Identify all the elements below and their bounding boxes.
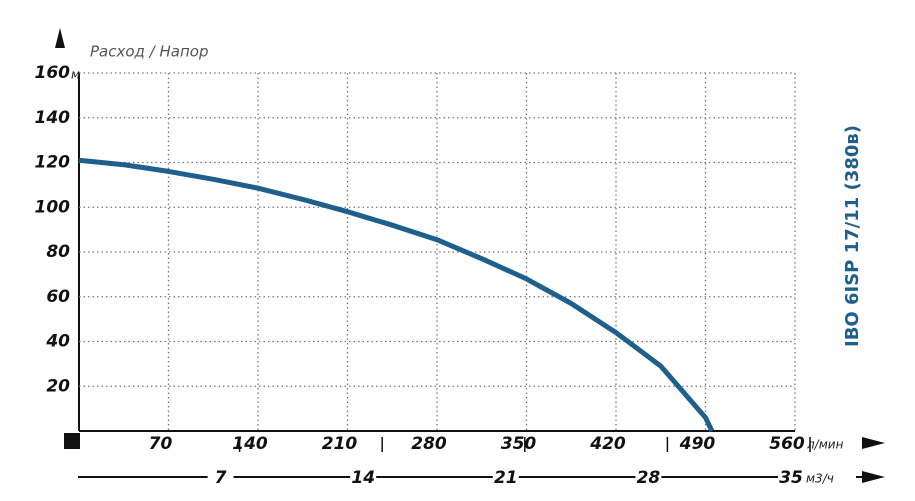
y-tick-label: 160 xyxy=(35,63,71,83)
x-unit: л/мин xyxy=(806,438,844,452)
x2-unit-bg xyxy=(802,466,856,488)
y-tick-label: 80 xyxy=(46,242,70,262)
y-unit: м xyxy=(71,68,80,82)
x2-tick-label: 21 xyxy=(494,468,518,488)
origin-square xyxy=(64,433,80,449)
x2-tick-label: 28 xyxy=(637,468,661,488)
y-tick-label: 120 xyxy=(35,153,71,173)
y-tick-label: 20 xyxy=(46,376,70,396)
x2-tick-label: 7 xyxy=(215,468,227,488)
x-tick-label: 490 xyxy=(679,434,716,454)
x2-label-bg xyxy=(492,466,519,488)
x2-label-bg xyxy=(635,466,662,488)
x-tick-label: 70 xyxy=(149,434,173,454)
y-tick-label: 60 xyxy=(46,287,70,307)
x2-tick-label: 14 xyxy=(351,468,375,488)
x2-label-bg xyxy=(350,466,377,488)
x-tick-label: 420 xyxy=(589,434,626,454)
x-arrow xyxy=(862,437,885,449)
x-tick-label: 280 xyxy=(411,434,447,454)
x2-label-bg xyxy=(207,466,234,488)
x-tick-label: 140 xyxy=(232,434,268,454)
y-tick-label: 100 xyxy=(35,197,71,217)
x2-tick-label: 35 xyxy=(779,468,803,488)
x-tick-label: 350 xyxy=(501,434,537,454)
y-tick-label: 40 xyxy=(45,332,70,352)
y-arrow xyxy=(55,28,65,48)
x2-arrow xyxy=(862,471,885,483)
x2-unit: м3/ч xyxy=(806,472,834,486)
x-tick-label: 560 xyxy=(769,434,805,454)
x2-label-bg xyxy=(778,466,804,488)
model-label: IBO 6ISP 17/11 (380в) xyxy=(842,125,863,347)
y-tick-label: 140 xyxy=(35,108,71,128)
x-tick-label: 210 xyxy=(322,434,358,454)
chart-title: Расход / Напор xyxy=(90,43,208,61)
curve xyxy=(78,157,715,433)
